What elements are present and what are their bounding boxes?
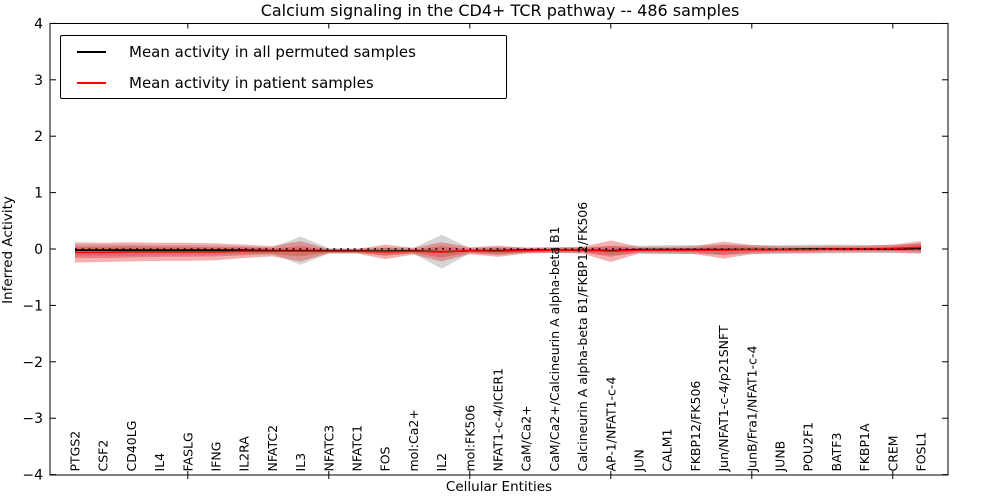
- legend-label-permuted: Mean activity in all permuted samples: [129, 42, 416, 61]
- legend-label-patient: Mean activity in patient samples: [129, 73, 374, 92]
- x-tick-label: FKBP12/FK506: [688, 381, 703, 472]
- y-tick-label: −4: [22, 468, 43, 484]
- x-tick-label: IL4: [152, 453, 167, 472]
- x-tick-label: FOS: [378, 446, 393, 471]
- y-tick-label: 1: [34, 186, 43, 202]
- legend-item-patient: Mean activity in patient samples: [61, 68, 506, 98]
- x-tick-label: Jun/NFAT1-c-4/p21SNFT: [716, 325, 731, 472]
- x-tick-label: JunB/Fra1/NFAT1-c-4: [744, 345, 759, 472]
- y-tick-label: 3: [34, 73, 43, 89]
- x-tick-label: JUN: [632, 449, 647, 472]
- x-tick-label: FASLG: [180, 432, 195, 471]
- x-tick-label: NFATC1: [350, 425, 365, 472]
- legend-item-permuted: Mean activity in all permuted samples: [61, 37, 506, 67]
- chart-title: Calcium signaling in the CD4+ TCR pathwa…: [260, 1, 740, 20]
- x-tick-label: POU2F1: [801, 422, 816, 472]
- x-tick-label: IL2: [434, 453, 449, 472]
- y-tick-label: −2: [22, 355, 43, 371]
- x-tick-label: Calcineurin A alpha-beta B1/FKBP12/FK506: [575, 202, 590, 472]
- x-tick-label: IFNG: [209, 442, 224, 472]
- y-tick-label: −1: [22, 298, 43, 314]
- x-tick-label: IL3: [293, 453, 308, 472]
- x-tick-label: PTGS2: [68, 431, 83, 472]
- x-tick-label: IL2RA: [237, 436, 252, 472]
- y-tick-label: 2: [34, 129, 43, 145]
- x-tick-label: NFAT1-c-4/ICER1: [491, 368, 506, 472]
- legend-line-swatch-patient: [77, 81, 106, 84]
- x-tick-label: CD40LG: [124, 421, 139, 472]
- x-tick-label: mol:FK506: [462, 405, 477, 472]
- legend-line-swatch-permuted: [77, 50, 106, 53]
- x-tick-label: FKBP1A: [857, 423, 872, 471]
- x-tick-label: AP-1/NFAT1-c-4: [603, 377, 618, 472]
- x-tick-label: FOSL1: [914, 432, 929, 472]
- x-axis-label: Cellular Entities: [445, 479, 553, 495]
- x-tick-label: BATF3: [829, 433, 844, 472]
- x-tick-label: mol:Ca2+: [406, 409, 421, 471]
- x-tick-label: JUNB: [773, 441, 788, 473]
- x-tick-label: NFATC2: [265, 425, 280, 472]
- x-tick-label: CSF2: [96, 440, 111, 472]
- x-tick-label: CREM: [885, 435, 900, 471]
- x-tick-label: NFATC3: [321, 425, 336, 472]
- patient-mean-line: [75, 246, 922, 254]
- x-tick-label: CaM/Ca2+: [519, 405, 534, 471]
- legend-box: Mean activity in all permuted samples Me…: [60, 35, 507, 99]
- y-tick-label: 0: [34, 242, 43, 258]
- y-tick-label: −3: [22, 411, 43, 427]
- y-tick-label: 4: [34, 16, 43, 32]
- x-tick-label: CaM/Ca2+/Calcineurin A alpha-beta B1: [547, 226, 562, 471]
- x-tick-label: CALM1: [660, 429, 675, 472]
